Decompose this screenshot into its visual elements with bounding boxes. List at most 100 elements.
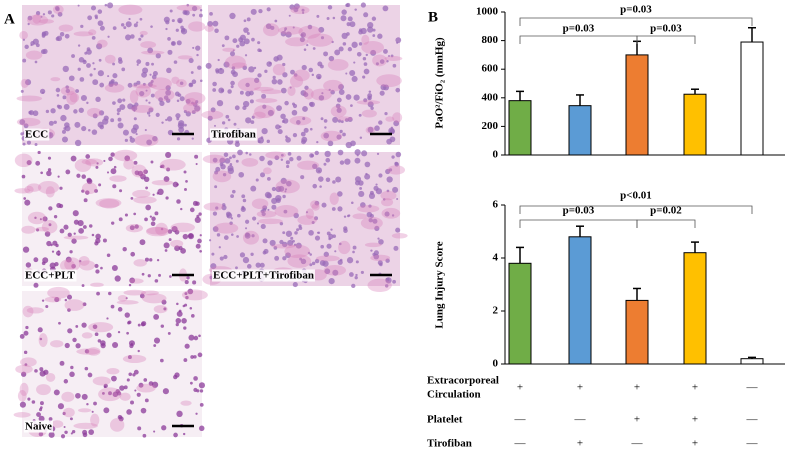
cell-nucleus <box>282 231 286 235</box>
tissue <box>36 384 51 396</box>
cell-nucleus <box>312 47 316 50</box>
tissue <box>202 154 227 164</box>
cell-nucleus <box>197 352 203 358</box>
cell-nucleus <box>249 153 252 156</box>
cell-nucleus <box>235 159 239 163</box>
tissue <box>212 170 232 183</box>
cell-nucleus <box>321 202 327 208</box>
cell-nucleus <box>117 117 122 122</box>
cell-nucleus <box>257 73 262 78</box>
cell-nucleus <box>184 343 190 349</box>
y-tick-label: 800 <box>482 34 499 46</box>
cell-nucleus <box>110 79 115 84</box>
row-label: Platelet <box>427 414 463 426</box>
cell-nucleus <box>133 109 136 112</box>
cell-nucleus <box>282 194 286 199</box>
tissue <box>61 391 75 402</box>
cell-nucleus <box>69 250 73 254</box>
cell-nucleus <box>136 21 139 24</box>
cell-nucleus <box>311 261 316 266</box>
cell-nucleus <box>167 229 173 234</box>
cell-nucleus <box>176 310 183 317</box>
tissue <box>37 180 60 194</box>
label-background <box>24 128 50 141</box>
cell-nucleus <box>117 330 121 334</box>
cell-nucleus <box>24 199 31 206</box>
cell-nucleus <box>174 229 180 235</box>
tissue <box>263 167 272 175</box>
cell-nucleus <box>71 238 77 244</box>
cell-nucleus <box>77 44 81 47</box>
cell-nucleus <box>60 114 67 122</box>
cell-nucleus <box>87 372 93 378</box>
cell-nucleus <box>289 86 292 89</box>
cell-nucleus <box>162 388 169 395</box>
cell-nucleus <box>67 308 71 312</box>
cell-nucleus <box>238 171 245 178</box>
cell-nucleus <box>250 252 254 256</box>
tissue <box>132 189 151 198</box>
cell-nucleus <box>327 5 333 10</box>
cell-nucleus <box>64 430 68 435</box>
cell-nucleus <box>246 31 250 35</box>
cell-nucleus <box>225 114 230 119</box>
tissue <box>380 190 397 201</box>
cell-nucleus <box>194 216 201 224</box>
cell-nucleus <box>180 207 183 211</box>
cell-nucleus <box>24 363 28 367</box>
cell-nucleus <box>136 80 141 85</box>
tissue <box>104 83 125 93</box>
cell-nucleus <box>136 59 142 65</box>
cell-nucleus <box>118 217 123 222</box>
cell-nucleus <box>336 134 342 140</box>
cell-nucleus <box>20 132 24 136</box>
cell-nucleus <box>83 198 88 203</box>
cell-nucleus <box>229 51 236 57</box>
cell-nucleus <box>175 28 179 32</box>
tissue <box>130 104 154 113</box>
cell-nucleus <box>246 264 252 269</box>
cell-nucleus <box>191 79 197 84</box>
cell-nucleus <box>352 245 357 250</box>
cell-nucleus <box>325 177 331 182</box>
cell-nucleus <box>360 202 366 208</box>
cell-nucleus <box>229 221 233 225</box>
tissue <box>27 14 49 26</box>
cell-nucleus <box>379 59 385 64</box>
cell-nucleus <box>378 120 383 125</box>
cell-nucleus <box>188 334 195 341</box>
cell-nucleus <box>341 9 347 15</box>
cell-nucleus <box>59 360 65 366</box>
cell-nucleus <box>45 109 50 114</box>
cell-nucleus <box>314 235 321 241</box>
label-background <box>24 420 53 433</box>
cell-nucleus <box>86 101 89 105</box>
cell-nucleus <box>218 246 221 249</box>
cell-nucleus <box>210 107 216 113</box>
tissue <box>26 307 44 314</box>
cell-nucleus <box>106 171 110 174</box>
cell-nucleus <box>321 92 324 95</box>
tissue <box>81 182 98 195</box>
cell-nucleus <box>153 337 161 344</box>
cell-nucleus <box>139 17 143 21</box>
cell-nucleus <box>163 242 170 249</box>
cell-nucleus <box>72 337 77 343</box>
cell-nucleus <box>269 61 272 65</box>
cell-nucleus <box>233 122 237 126</box>
cell-nucleus <box>221 121 226 125</box>
cell-nucleus <box>68 75 75 82</box>
cell-nucleus <box>92 113 98 119</box>
cell-nucleus <box>274 255 280 261</box>
cell-nucleus <box>230 69 236 75</box>
panel-letter: B <box>428 9 438 25</box>
cell-nucleus <box>192 200 198 206</box>
cell-nucleus <box>388 54 391 57</box>
cell-nucleus <box>92 62 95 65</box>
cell-nucleus <box>343 215 347 218</box>
tissue <box>251 198 269 209</box>
cell-nucleus <box>363 98 368 103</box>
cell-nucleus <box>48 223 52 227</box>
cell-nucleus <box>242 100 250 108</box>
cell-nucleus <box>323 119 328 123</box>
